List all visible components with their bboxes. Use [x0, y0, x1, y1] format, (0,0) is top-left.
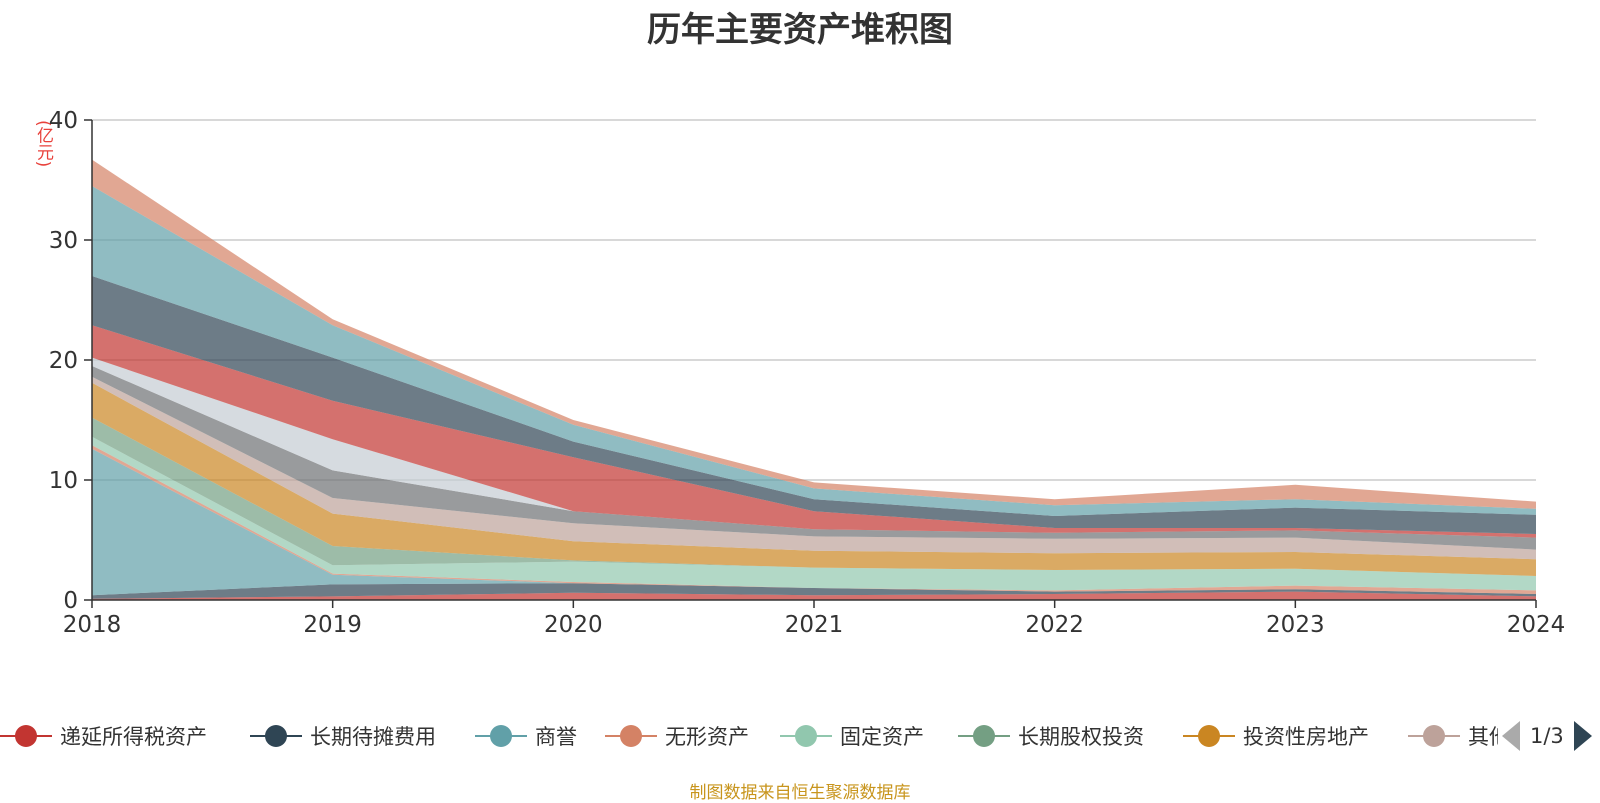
legend-marker-icon	[250, 716, 302, 756]
legend-marker-icon	[780, 716, 832, 756]
y-tick-label: 10	[49, 468, 78, 494]
legend-marker-dot	[795, 725, 817, 747]
area-series-12	[92, 186, 1536, 516]
y-tick-label: 40	[49, 108, 78, 134]
legend-marker-dot	[490, 725, 512, 747]
legend-marker-icon	[1408, 716, 1460, 756]
x-tick-label: 2022	[1025, 612, 1084, 638]
area-series-0	[92, 591, 1536, 600]
area-series-8	[92, 366, 1536, 550]
legend-marker-dot	[265, 725, 287, 747]
legend-label: 投资性房地产	[1243, 725, 1369, 749]
y-tick-label: 20	[49, 348, 78, 374]
x-tick-label: 2024	[1507, 612, 1566, 638]
legend-page-indicator: 1/3	[1530, 724, 1564, 748]
legend-marker-icon	[475, 716, 527, 756]
legend-item[interactable]: 长期股权投资	[958, 716, 1144, 756]
area-series-11	[92, 276, 1536, 534]
legend-marker-dot	[973, 725, 995, 747]
legend-pager: 1/3	[1498, 718, 1600, 754]
x-tick-label: 2020	[544, 612, 603, 638]
legend-label: 长期待摊费用	[310, 725, 436, 749]
legend-label: 固定资产	[840, 725, 924, 749]
area-series-2	[92, 448, 1536, 596]
legend-marker-dot	[1423, 725, 1445, 747]
legend-label: 无形资产	[665, 725, 749, 749]
legend-item[interactable]: 递延所得税资产	[0, 716, 207, 756]
area-series-6	[92, 382, 1536, 576]
area-series-4	[92, 436, 1536, 591]
legend-item[interactable]: 长期待摊费用	[250, 716, 436, 756]
legend-item[interactable]: 商誉	[475, 716, 577, 756]
x-tick-label: 2021	[785, 612, 844, 638]
legend-item[interactable]: 其他	[1408, 716, 1510, 756]
axes	[84, 119, 1537, 608]
area-series	[92, 159, 1536, 600]
legend-item[interactable]: 投资性房地产	[1183, 716, 1369, 756]
x-tick-label: 2023	[1266, 612, 1325, 638]
legend-next-page-icon[interactable]	[1573, 721, 1592, 751]
legend-marker-dot	[620, 725, 642, 747]
y-axis-unit-label: (亿元)	[33, 120, 53, 168]
area-series-7	[92, 376, 1536, 560]
area-series-1	[92, 583, 1536, 599]
x-tick-label: 2018	[63, 612, 122, 638]
legend: 递延所得税资产 长期待摊费用 商誉 无形资产 固定资产 长期股权投资 投资性房地产 其他	[0, 716, 1600, 756]
legend-label: 递延所得税资产	[60, 725, 207, 749]
data-source-note: 制图数据来自恒生聚源数据库	[689, 783, 911, 803]
legend-marker-dot	[15, 725, 37, 747]
legend-marker-icon	[958, 716, 1010, 756]
legend-prev-page-icon[interactable]	[1502, 721, 1520, 751]
legend-item[interactable]: 固定资产	[780, 716, 924, 756]
tick-labels: 0 10 20 30 40 2018 2019 2020 2021 2022 2023 2024	[49, 108, 1566, 638]
legend-marker-icon	[1183, 716, 1235, 756]
y-tick-label: 0	[63, 588, 78, 614]
stacked-area-chart: 0 10 20 30 40 2018 2019 2020 2021 2022 2023 2024	[49, 108, 1566, 638]
legend-marker-icon	[0, 716, 52, 756]
area-series-10	[92, 325, 1536, 538]
legend-marker-dot	[1198, 725, 1220, 747]
y-tick-label: 30	[49, 228, 78, 254]
chart-title: 历年主要资产堆积图	[647, 10, 953, 50]
legend-label: 长期股权投资	[1018, 725, 1144, 749]
legend-item[interactable]: 无形资产	[605, 716, 749, 756]
legend-marker-icon	[605, 716, 657, 756]
legend-label: 商誉	[535, 725, 577, 749]
x-tick-label: 2019	[303, 612, 362, 638]
